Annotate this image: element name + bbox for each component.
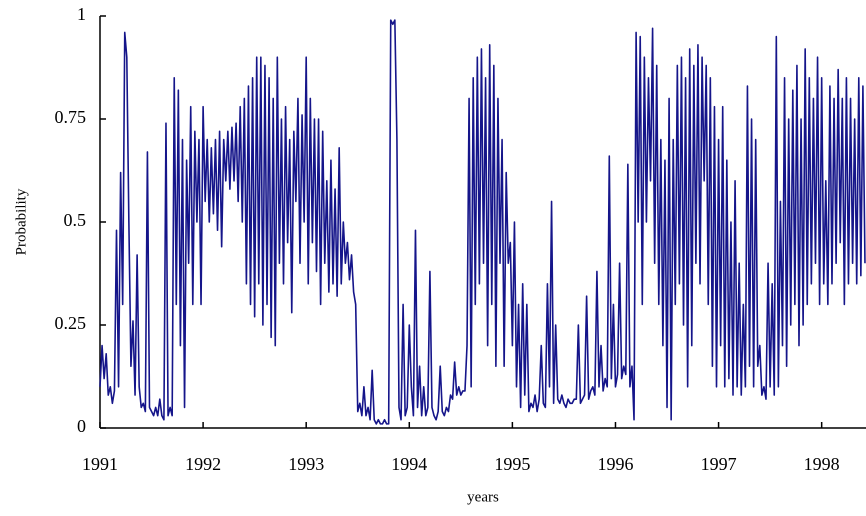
- x-tick-label: 1998: [804, 454, 840, 474]
- y-tick-label: 0.5: [64, 210, 87, 230]
- x-tick-label: 1992: [185, 454, 221, 474]
- y-tick-label: 0.25: [55, 313, 87, 333]
- x-tick-label: 1994: [391, 454, 427, 474]
- x-tick-label: 1991: [82, 454, 118, 474]
- data-line: [99, 19, 866, 425]
- y-tick-label: 1: [77, 4, 86, 24]
- x-axis-label: years: [467, 489, 499, 505]
- x-tick-label: 1997: [701, 454, 737, 474]
- y-tick-label: 0.75: [55, 107, 87, 127]
- x-tick-label: 1996: [597, 454, 633, 474]
- y-axis-label: Probability: [13, 188, 29, 255]
- x-tick-label: 1995: [494, 454, 530, 474]
- y-tick-label: 0: [77, 416, 86, 436]
- x-tick-label: 1993: [288, 454, 324, 474]
